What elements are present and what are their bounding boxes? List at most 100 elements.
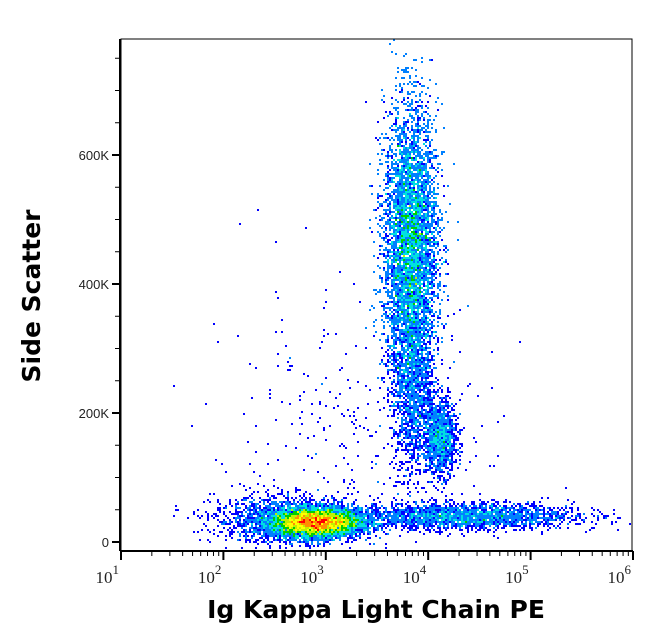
density-bin [325,507,327,509]
density-bin [413,137,415,139]
density-bin [415,227,417,229]
density-bin [399,225,401,227]
density-bin [515,513,517,515]
density-bin [409,181,411,183]
density-bin [431,443,433,445]
density-bin [411,441,413,443]
density-bin [415,509,417,511]
density-bin [415,377,417,379]
density-bin [429,453,431,455]
density-bin [389,127,391,129]
density-bin [441,483,443,485]
density-bin [341,501,343,503]
density-bin [413,329,415,331]
density-bin [393,177,395,179]
density-bin [445,433,447,435]
density-bin [397,211,399,213]
density-bin [449,473,451,475]
density-bin [395,219,397,221]
density-bin [393,355,395,357]
density-bin [421,205,423,207]
density-bin [411,135,413,137]
density-bin [449,447,451,449]
density-bin [421,359,423,361]
density-bin [411,137,413,139]
density-bin [445,457,447,459]
density-bin [413,285,415,287]
density-bin [415,143,417,145]
density-bin [365,505,367,507]
density-bin [415,325,417,327]
density-bin [423,469,425,471]
density-bin [391,461,393,463]
density-bin [393,361,395,363]
density-bin [527,503,529,505]
density-bin [421,403,423,405]
density-bin [399,253,401,255]
density-bin [413,351,415,353]
density-bin [429,393,431,395]
density-bin [425,443,427,445]
density-bin [431,409,433,411]
density-bin [401,259,403,261]
density-bin [411,395,413,397]
density-bin [411,383,413,385]
density-bin [445,395,447,397]
density-bin [377,497,379,499]
density-bin [381,379,383,381]
density-bin [379,425,381,427]
density-bin [429,437,431,439]
density-bin [447,453,449,455]
density-bin [407,505,409,507]
density-bin [443,325,445,327]
density-bin [489,505,491,507]
density-bin [433,261,435,263]
density-bin [395,401,397,403]
density-bin [403,387,405,389]
density-bin [419,347,421,349]
density-bin [387,155,389,157]
density-bin [405,121,407,123]
density-bin [393,203,395,205]
density-bin [451,423,453,425]
density-bin [427,225,429,227]
density-bin [429,457,431,459]
density-bin [431,245,433,247]
density-bin [407,391,409,393]
density-bin [447,425,449,427]
density-bin [409,301,411,303]
density-bin [371,509,373,511]
density-bin [393,335,395,337]
density-bin [387,239,389,241]
density-bin [421,435,423,437]
density-bin [431,429,433,431]
density-bin [437,383,439,385]
density-bin [405,181,407,183]
density-bin [411,171,413,173]
density-bin [209,501,211,503]
density-bin [403,411,405,413]
density-bin [405,213,407,215]
density-bin [401,277,403,279]
density-bin [439,511,441,513]
density-bin [445,415,447,417]
density-bin [369,227,371,229]
density-bin [429,513,431,515]
density-bin [407,153,409,155]
density-bin [455,415,457,417]
density-bin [393,339,395,341]
density-bin [399,283,401,285]
density-bin [403,279,405,281]
density-bin [419,251,421,253]
density-bin [399,161,401,163]
density-bin [413,423,415,425]
density-bin [397,475,399,477]
density-bin [423,157,425,159]
density-bin [425,167,427,169]
density-bin [393,107,395,109]
density-bin [381,245,383,247]
density-bin [529,513,531,515]
density-bin [401,165,403,167]
density-bin [445,259,447,261]
density-bin [401,395,403,397]
